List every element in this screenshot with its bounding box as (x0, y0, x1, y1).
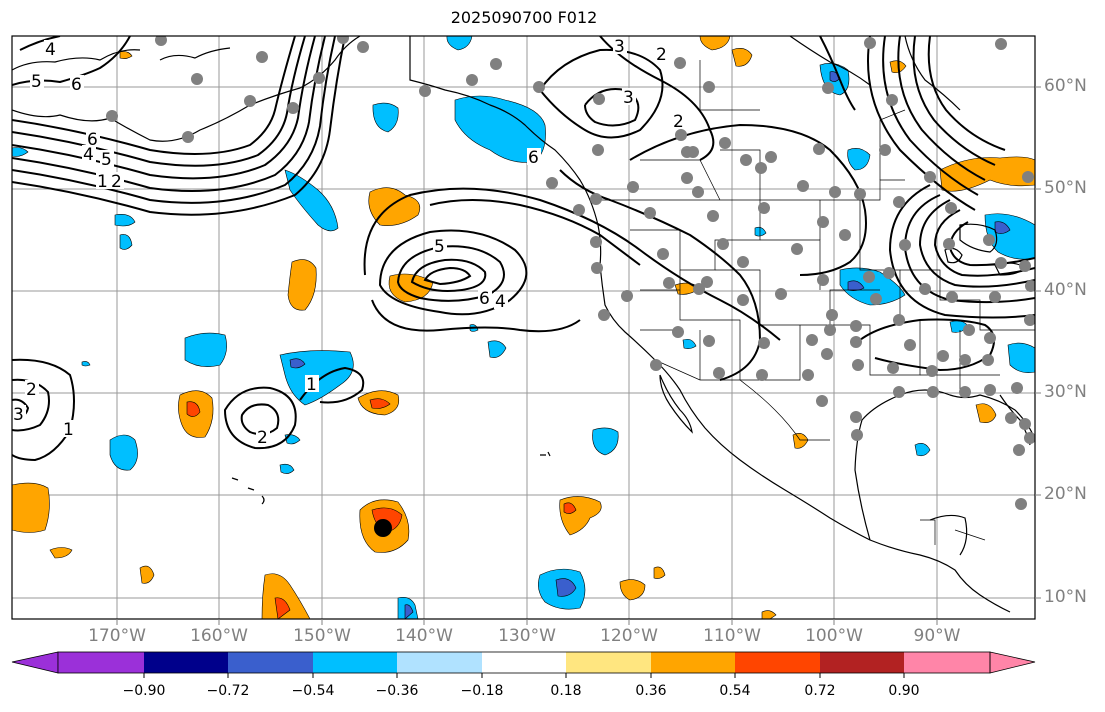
contour-label: 5 (31, 72, 42, 92)
contour-label: 1 (97, 172, 108, 192)
contour-label: 3 (614, 37, 625, 57)
longitude-label: 160°W (190, 626, 248, 646)
latitude-label: 10°N (1044, 587, 1087, 607)
contour-label: 1 (306, 375, 317, 395)
latitude-label: 30°N (1044, 382, 1087, 402)
longitude-label: 170°W (88, 626, 146, 646)
colorbar-tick-label: −0.36 (376, 683, 419, 699)
latitude-label: 60°N (1044, 76, 1087, 96)
colorbar (12, 652, 1035, 678)
contour-label: 3 (13, 405, 24, 425)
contour-label: 1 (63, 420, 74, 440)
colorbar-tick-label: 0.36 (635, 683, 666, 699)
colorbar-tick-label: 0.54 (719, 683, 750, 699)
contour-label: 2 (673, 112, 684, 132)
colorbar-tick-label: 0.72 (804, 683, 835, 699)
contour-label: 2 (111, 172, 122, 192)
contour-label: 4 (45, 40, 56, 60)
colorbar-tick-label: 0.90 (888, 683, 919, 699)
colorbar-segment (144, 652, 228, 673)
contour-label: 2 (656, 45, 667, 65)
latitude-label: 50°N (1044, 178, 1087, 198)
colorbar-segment (397, 652, 482, 673)
colorbar-segment (566, 652, 651, 673)
contour-label: 6 (479, 289, 490, 309)
longitude-label: 130°W (498, 626, 556, 646)
contour-label: 2 (26, 380, 37, 400)
longitude-label: 90°W (914, 626, 961, 646)
contour-label: 5 (434, 237, 445, 257)
map-figure: 5 6 6 4 5 1 2 4 3 2 6 5 4 6 (0, 0, 1105, 712)
contour-label: 6 (71, 75, 82, 95)
colorbar-tick-label: 0.18 (550, 683, 581, 699)
colorbar-segment (482, 652, 566, 673)
colorbar-segment (228, 652, 313, 673)
colorbar-segment (651, 652, 735, 673)
longitude-label: 120°W (600, 626, 658, 646)
contour-label: 6 (528, 148, 539, 168)
colorbar-tick-label: −0.72 (207, 683, 250, 699)
contour-label: 3 (623, 88, 634, 108)
contour-label: 4 (83, 145, 94, 165)
latitude-label: 20°N (1044, 484, 1087, 504)
colorbar-segment (735, 652, 820, 673)
longitude-label: 110°W (703, 626, 761, 646)
colorbar-segment (820, 652, 904, 673)
colorbar-tick-label: −0.90 (123, 683, 166, 699)
contour-label: 4 (495, 292, 506, 312)
contour-label: 5 (101, 150, 112, 170)
longitude-label: 100°W (805, 626, 863, 646)
contour-label: 2 (257, 428, 268, 448)
colorbar-segment (58, 652, 144, 673)
colorbar-segment (313, 652, 397, 673)
colorbar-tick-label: −0.54 (292, 683, 335, 699)
longitude-label: 140°W (395, 626, 453, 646)
colorbar-segment (990, 652, 1035, 673)
latitude-label: 40°N (1044, 280, 1087, 300)
colorbar-segment (904, 652, 990, 673)
colorbar-segment (12, 652, 58, 673)
longitude-label: 150°W (293, 626, 351, 646)
storm-position-marker (374, 519, 392, 537)
colorbar-tick-label: −0.18 (461, 683, 504, 699)
